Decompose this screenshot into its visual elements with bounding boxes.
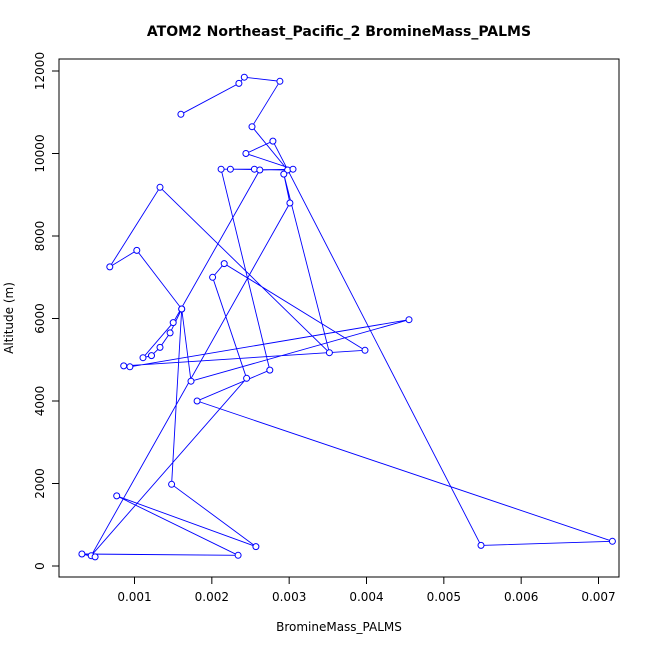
data-point (120, 362, 128, 370)
data-point (220, 260, 228, 268)
x-tick-label: 0.001 (117, 590, 151, 604)
data-point (266, 366, 274, 374)
data-point (156, 343, 164, 351)
data-point (256, 166, 264, 174)
data-point (243, 374, 251, 382)
data-point (477, 541, 485, 549)
data-point (325, 349, 333, 357)
x-axis-label: BromineMass_PALMS (276, 620, 402, 634)
y-tick-label: 0 (33, 562, 47, 570)
data-point (361, 346, 369, 354)
data-point (148, 352, 155, 360)
x-tick-label: 0.002 (195, 590, 229, 604)
data-point (187, 377, 195, 385)
data-point (133, 246, 141, 254)
y-tick-label: 4000 (33, 386, 47, 417)
data-point (276, 77, 284, 85)
data-point (242, 150, 250, 157)
data-point (139, 354, 147, 362)
chart-title: ATOM2 Northeast_Pacific_2 BromineMass_PA… (147, 24, 531, 40)
data-point (226, 165, 234, 173)
x-tick-label: 0.004 (349, 590, 383, 604)
data-point (91, 553, 99, 561)
series-points (78, 73, 616, 561)
data-point (126, 363, 134, 371)
x-axis: 0.001 0.002 0.003 0.004 0.005 0.006 0.007 (117, 576, 616, 604)
data-point (168, 480, 176, 488)
data-point (166, 329, 174, 337)
x-tick-label: 0.007 (581, 590, 615, 604)
data-point (608, 537, 616, 545)
data-point (193, 397, 201, 405)
y-tick-label: 8000 (33, 221, 47, 252)
y-tick-label: 12000 (33, 52, 47, 90)
y-tick-label: 6000 (33, 303, 47, 334)
data-point (113, 492, 121, 500)
data-point (156, 183, 164, 191)
data-point (234, 551, 242, 559)
y-tick-label: 10000 (33, 134, 47, 172)
data-point (217, 165, 225, 173)
y-axis: 0 2000 4000 6000 8000 10000 12000 (33, 52, 60, 570)
data-point (269, 137, 277, 145)
data-point (240, 73, 248, 81)
y-axis-label: Altitude (m) (2, 282, 16, 354)
x-tick-label: 0.005 (427, 590, 461, 604)
data-point (248, 123, 256, 131)
data-point (78, 550, 86, 558)
data-point (289, 165, 297, 173)
data-point (405, 316, 413, 324)
data-point (169, 319, 177, 327)
data-point (106, 263, 114, 271)
data-point (252, 543, 260, 551)
x-tick-label: 0.003 (272, 590, 306, 604)
data-point (286, 199, 294, 207)
y-tick-label: 2000 (33, 468, 47, 499)
x-tick-label: 0.006 (504, 590, 538, 604)
data-point (178, 305, 186, 313)
data-point (177, 110, 185, 118)
data-point (235, 79, 243, 87)
data-point (280, 170, 288, 178)
data-point (209, 273, 217, 281)
